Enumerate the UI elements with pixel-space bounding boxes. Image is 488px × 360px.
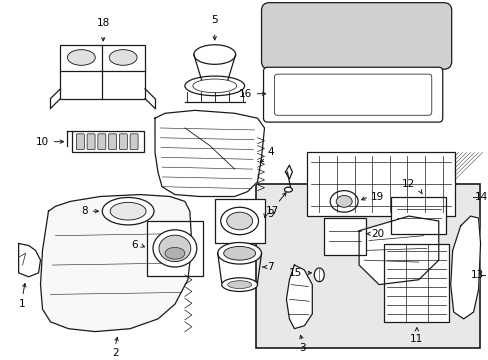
FancyBboxPatch shape (108, 134, 116, 149)
Text: 1: 1 (19, 299, 26, 309)
Polygon shape (450, 216, 480, 319)
Ellipse shape (109, 50, 137, 65)
Ellipse shape (226, 212, 252, 230)
Text: 2: 2 (112, 348, 118, 358)
Text: 16: 16 (238, 89, 251, 99)
Text: 3: 3 (299, 343, 305, 354)
Ellipse shape (336, 195, 351, 207)
Ellipse shape (102, 198, 154, 225)
FancyBboxPatch shape (119, 134, 127, 149)
Polygon shape (41, 194, 191, 332)
Text: 8: 8 (81, 206, 88, 216)
Ellipse shape (110, 202, 146, 220)
FancyBboxPatch shape (130, 134, 138, 149)
Polygon shape (155, 111, 264, 197)
FancyBboxPatch shape (324, 218, 366, 255)
Ellipse shape (192, 79, 236, 93)
FancyBboxPatch shape (147, 221, 203, 276)
Ellipse shape (227, 281, 251, 288)
Ellipse shape (220, 207, 258, 235)
Text: 20: 20 (370, 229, 384, 239)
FancyBboxPatch shape (274, 74, 431, 115)
Text: 10: 10 (35, 137, 48, 147)
FancyBboxPatch shape (383, 243, 448, 322)
Ellipse shape (284, 187, 292, 192)
FancyBboxPatch shape (76, 134, 84, 149)
FancyBboxPatch shape (98, 134, 105, 149)
Ellipse shape (153, 230, 197, 267)
Text: 18: 18 (97, 18, 110, 28)
Ellipse shape (193, 45, 235, 64)
Text: 4: 4 (267, 148, 274, 157)
FancyBboxPatch shape (263, 67, 442, 122)
FancyBboxPatch shape (390, 197, 445, 234)
Ellipse shape (67, 50, 95, 65)
Text: 5: 5 (211, 15, 218, 25)
FancyBboxPatch shape (306, 152, 454, 216)
Text: 14: 14 (474, 192, 488, 202)
Text: 12: 12 (402, 179, 415, 189)
Ellipse shape (314, 268, 324, 282)
Ellipse shape (221, 278, 257, 292)
FancyBboxPatch shape (87, 134, 95, 149)
Text: 9: 9 (267, 209, 274, 219)
FancyBboxPatch shape (61, 45, 145, 99)
Text: 13: 13 (470, 270, 484, 280)
Ellipse shape (164, 247, 184, 259)
FancyBboxPatch shape (256, 184, 479, 348)
Polygon shape (286, 265, 312, 329)
Text: 7: 7 (267, 262, 274, 272)
Text: 17: 17 (265, 206, 279, 216)
Ellipse shape (329, 191, 357, 212)
FancyBboxPatch shape (261, 3, 451, 69)
Ellipse shape (223, 247, 255, 260)
Polygon shape (358, 216, 438, 285)
Text: 6: 6 (131, 240, 138, 251)
Text: 19: 19 (370, 192, 384, 202)
Ellipse shape (159, 235, 190, 262)
FancyBboxPatch shape (72, 131, 144, 152)
Ellipse shape (217, 243, 261, 264)
FancyBboxPatch shape (214, 199, 264, 243)
Text: 11: 11 (409, 334, 423, 343)
Ellipse shape (184, 76, 244, 96)
Polygon shape (19, 243, 41, 277)
Text: 15: 15 (288, 268, 302, 278)
